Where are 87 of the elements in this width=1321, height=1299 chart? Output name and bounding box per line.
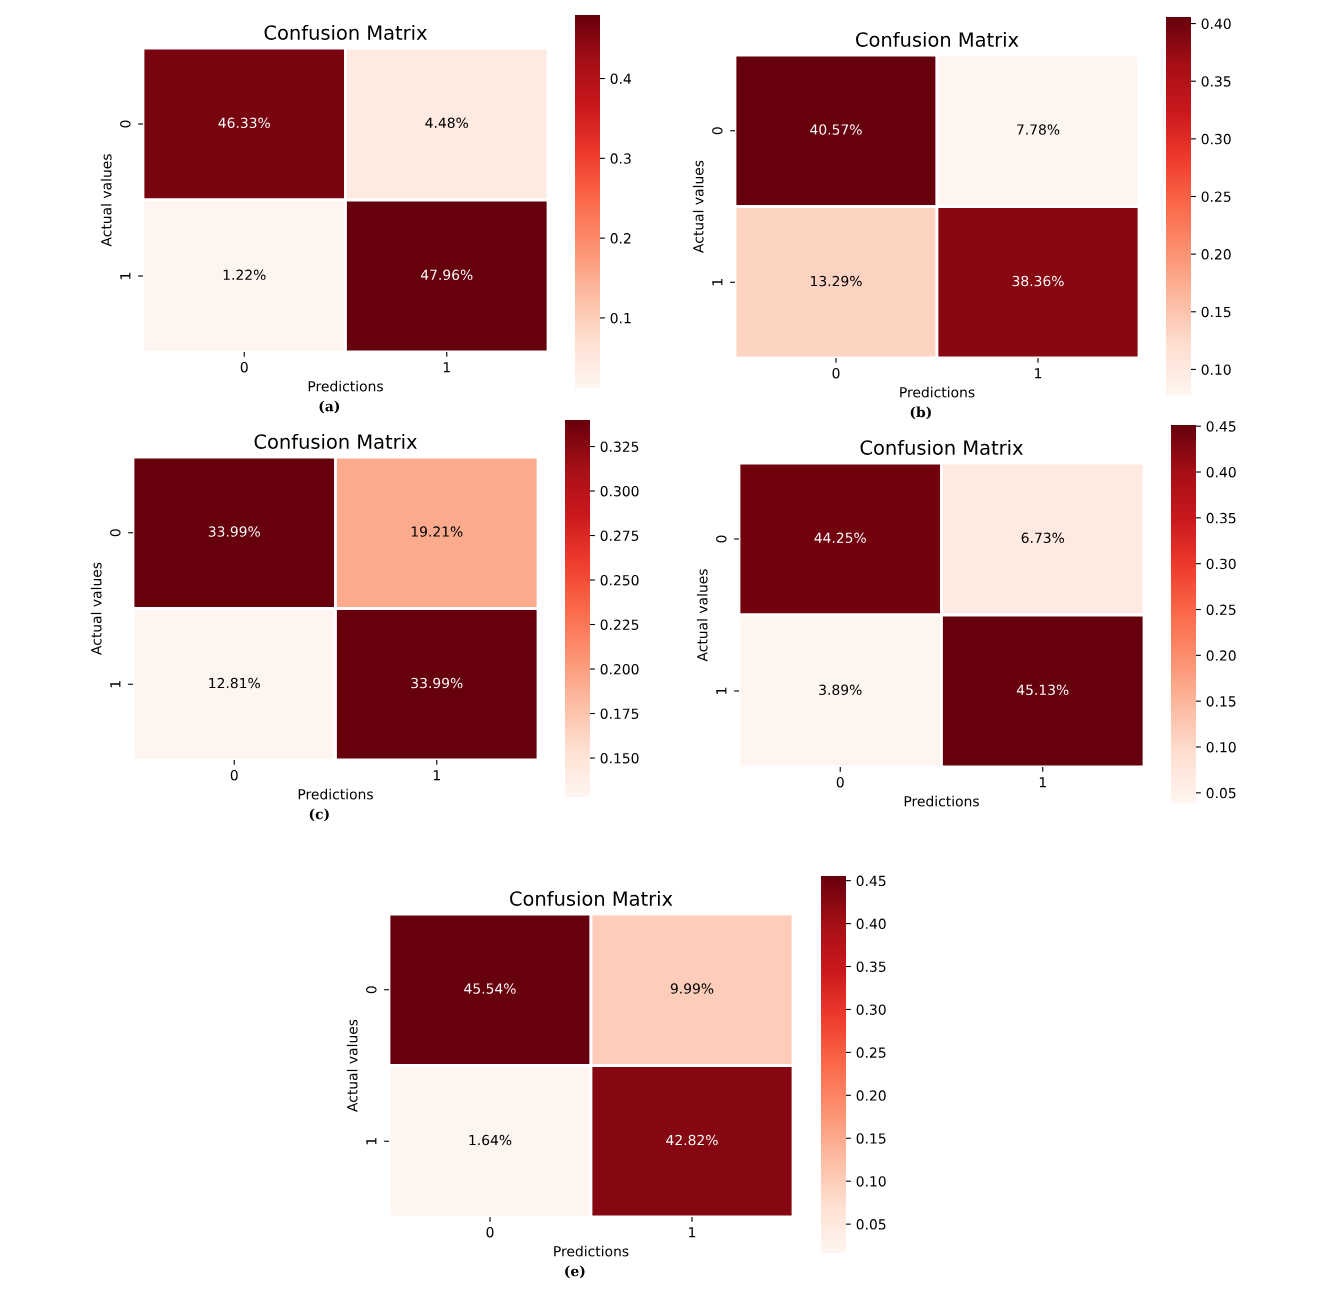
y-axis-title: Actual values (696, 569, 708, 662)
color-bar-label: 0.45 (856, 875, 886, 887)
chart-title: Confusion Matrix (856, 31, 1019, 47)
color-bar-label: 0.30 (1206, 558, 1236, 570)
y-tick-label: 0 (716, 535, 727, 543)
chart-title: Confusion Matrix (510, 890, 673, 906)
y-tick-label: 1 (712, 279, 723, 286)
color-bar-label: 0.200 (600, 663, 639, 675)
text: (b) (910, 406, 931, 420)
y-axis-title: Actual values (90, 562, 102, 655)
color-bar-label: 0.325 (600, 441, 639, 452)
data-label: 9.99% (670, 983, 714, 994)
color-bar-label: 0.05 (856, 1219, 886, 1230)
x-axis-title: Predictions (298, 788, 373, 800)
color-bar-label: 0.25 (856, 1047, 886, 1058)
x-tick-label: 0 (832, 367, 840, 379)
x-axis-title: Predictions (900, 386, 975, 398)
data-label: 7.78% (1017, 124, 1060, 135)
x-tick-label: 1 (443, 362, 450, 373)
color-bar-label: 0.30 (856, 1004, 886, 1015)
color-bar-label: 0.15 (1206, 696, 1236, 707)
color-bar-label: 0.40 (1206, 466, 1236, 478)
color-bar-label: 0.275 (600, 530, 639, 541)
color-bar-label: 0.30 (1201, 133, 1231, 145)
color-bar-label: 0.2 (610, 233, 631, 244)
color-bar-label: 0.10 (856, 1176, 886, 1187)
color-bar-label: 0.250 (600, 574, 639, 586)
text: (a) (319, 400, 340, 414)
color-bar-label: 0.25 (1201, 191, 1231, 202)
data-label: 4.48% (425, 117, 469, 129)
y-axis-title: Actual values (692, 160, 704, 253)
chart-title: Confusion Matrix (860, 439, 1023, 455)
color-bar-label: 0.35 (1206, 512, 1236, 524)
chart-title: Confusion Matrix (254, 433, 417, 449)
color-bar-label: 0.25 (1206, 604, 1236, 615)
data-label: 6.73% (1021, 532, 1065, 544)
data-label: 33.99% (208, 526, 260, 537)
text: (c) (309, 808, 329, 822)
data-label: 3.89% (819, 684, 862, 696)
y-axis-title: Actual values (346, 1019, 358, 1112)
x-tick-label: 1 (1035, 368, 1042, 379)
x-tick-label: 0 (240, 361, 248, 373)
data-label: 47.96% (420, 269, 473, 281)
data-label: 40.57% (810, 124, 862, 135)
chart-title: Confusion Matrix (264, 24, 427, 40)
color-bar-label: 0.1 (610, 312, 631, 324)
color-bar-label: 0.35 (856, 961, 886, 972)
x-tick-label: 0 (230, 769, 238, 781)
color-bar-label: 0.4 (610, 73, 632, 84)
color-bar-label: 0.35 (1201, 76, 1231, 87)
data-label: 33.99% (411, 677, 463, 689)
y-tick-label: 0 (712, 127, 723, 135)
y-axis-title: Actual values (100, 154, 112, 247)
data-label: 1.22% (223, 269, 266, 281)
color-bar-label: 0.20 (1201, 249, 1231, 260)
data-label: 46.33% (218, 117, 270, 129)
data-label: 19.21% (411, 526, 463, 537)
color-bar-label: 0.20 (856, 1090, 886, 1101)
x-tick-label: 0 (836, 776, 844, 788)
color-bar-label: 0.175 (600, 708, 639, 719)
data-label: 45.13% (1016, 684, 1069, 696)
color-bar-label: 0.15 (856, 1133, 886, 1144)
color-bar-label: 0.3 (610, 153, 631, 164)
color-bar-label: 0.45 (1206, 421, 1236, 432)
color-bar-label: 0.10 (1201, 364, 1231, 375)
data-label: 38.36% (1012, 275, 1064, 287)
color-bar-label: 0.10 (1206, 741, 1236, 753)
text: (e) (565, 1265, 585, 1279)
data-label: 45.54% (464, 983, 516, 994)
color-bar-label: 0.05 (1206, 787, 1236, 799)
color-bar-label: 0.15 (1201, 306, 1231, 318)
data-label: 42.82% (666, 1134, 718, 1146)
data-label: 12.81% (209, 677, 260, 689)
color-bar-label: 0.20 (1206, 650, 1236, 661)
x-axis-title: Predictions (554, 1245, 629, 1257)
color-bar-label: 0.225 (600, 619, 639, 630)
color-bar-label: 0.150 (600, 752, 639, 764)
x-tick-label: 1 (433, 770, 440, 781)
x-axis-title: Predictions (904, 795, 979, 807)
data-label: 13.29% (811, 275, 862, 287)
color-bar-label: 0.300 (600, 485, 639, 497)
data-label: 44.25% (814, 532, 866, 544)
color-bar-label: 0.40 (856, 918, 886, 930)
y-tick-label: 1 (716, 687, 727, 694)
color-bar-label: 0.40 (1201, 18, 1231, 30)
x-axis-title: Predictions (308, 380, 383, 392)
data-label: 1.64% (469, 1134, 512, 1146)
